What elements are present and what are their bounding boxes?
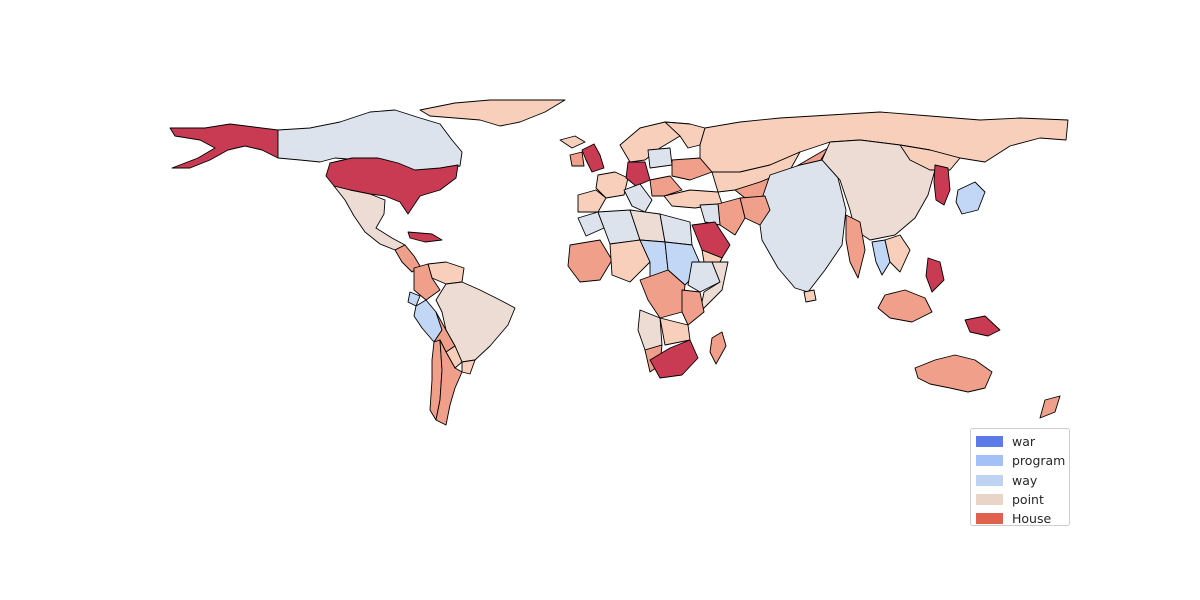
region-tanzania: [681, 289, 705, 326]
region-iraq: [699, 203, 721, 226]
region-madagascar: [709, 331, 727, 365]
region-west-africa: [567, 239, 613, 283]
region-ecuador: [407, 291, 421, 307]
region-new-zealand: [1039, 395, 1061, 419]
region-philippines: [925, 257, 945, 293]
region-australia: [914, 354, 993, 393]
legend-swatch: [976, 474, 1003, 486]
legend-label: program: [1012, 453, 1066, 469]
region-colombia: [413, 263, 441, 301]
region-zambia: [659, 317, 691, 346]
region-uruguay: [461, 359, 476, 375]
region-greenland: [419, 99, 566, 127]
region-sri-lanka: [803, 289, 817, 303]
region-ethiopia: [687, 261, 721, 293]
region-south-africa: [649, 339, 699, 379]
region-egypt: [659, 213, 693, 246]
region-argentina: [435, 339, 463, 426]
legend-swatch: [976, 513, 1003, 525]
region-france: [595, 171, 629, 199]
legend-label: point: [1012, 492, 1044, 508]
region-japan: [955, 181, 986, 215]
region-brazil: [435, 281, 516, 363]
region-papua-new-guinea: [964, 315, 1001, 337]
legend-item: way: [976, 471, 1064, 490]
legend-item: program: [976, 451, 1066, 470]
region-cuba: [407, 231, 443, 243]
legend-item: war: [976, 432, 1064, 451]
region-saudi-arabia: [691, 221, 731, 259]
legend-swatch: [976, 494, 1003, 506]
region-mexico: [333, 185, 406, 251]
map-regions: [169, 99, 1069, 426]
region-spain: [577, 189, 607, 213]
region-niger: [609, 239, 651, 283]
region-iran: [717, 197, 746, 236]
legend-label: House: [1012, 511, 1052, 527]
region-italy: [623, 183, 653, 213]
region-alaska: [169, 123, 279, 169]
region-iceland: [559, 135, 586, 149]
region-mongolia: [899, 144, 961, 171]
region-poland: [647, 147, 673, 169]
region-ukraine: [671, 157, 713, 181]
region-indochina: [884, 234, 911, 273]
region-myanmar: [845, 214, 866, 279]
region-india: [757, 159, 847, 293]
legend-swatch: [976, 455, 1003, 467]
legend-item: point: [976, 490, 1064, 509]
legend-label: way: [1012, 472, 1038, 488]
region-ireland: [569, 151, 585, 167]
region-thailand: [871, 239, 891, 276]
legend-label: war: [1012, 434, 1036, 450]
map-legend: war program way point House: [970, 428, 1070, 526]
region-united-kingdom: [581, 143, 605, 173]
region-balkans: [649, 175, 683, 197]
region-germany: [625, 161, 651, 187]
legend-item: House: [976, 509, 1064, 528]
legend-swatch: [976, 436, 1003, 448]
region-korea: [933, 164, 951, 206]
region-indonesia: [877, 289, 933, 323]
